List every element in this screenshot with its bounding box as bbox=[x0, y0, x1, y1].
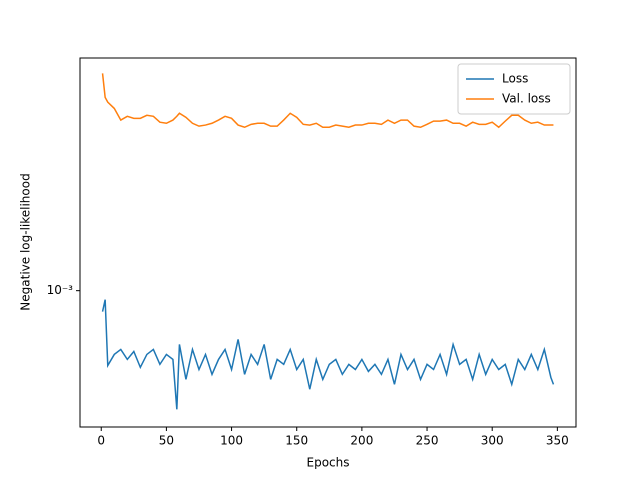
x-tick-label: 300 bbox=[481, 434, 504, 448]
legend-label: Val. loss bbox=[502, 92, 551, 106]
x-axis-label: Epochs bbox=[307, 456, 350, 470]
axes-frame bbox=[79, 57, 577, 428]
series-line bbox=[101, 299, 555, 410]
x-tick-label: 350 bbox=[546, 434, 569, 448]
legend-label: Loss bbox=[502, 72, 528, 86]
y-axis-label: Negative log-likelihood bbox=[19, 173, 33, 310]
x-tick-label: 0 bbox=[97, 434, 105, 448]
y-tick-label: 10⁻³ bbox=[47, 283, 74, 297]
x-tick-label: 250 bbox=[416, 434, 439, 448]
x-tick-label: 150 bbox=[285, 434, 308, 448]
x-tick-label: 200 bbox=[350, 434, 373, 448]
legend-box bbox=[457, 63, 571, 115]
x-tick-label: 50 bbox=[159, 434, 174, 448]
x-tick-label: 100 bbox=[220, 434, 243, 448]
series-line bbox=[101, 73, 554, 129]
